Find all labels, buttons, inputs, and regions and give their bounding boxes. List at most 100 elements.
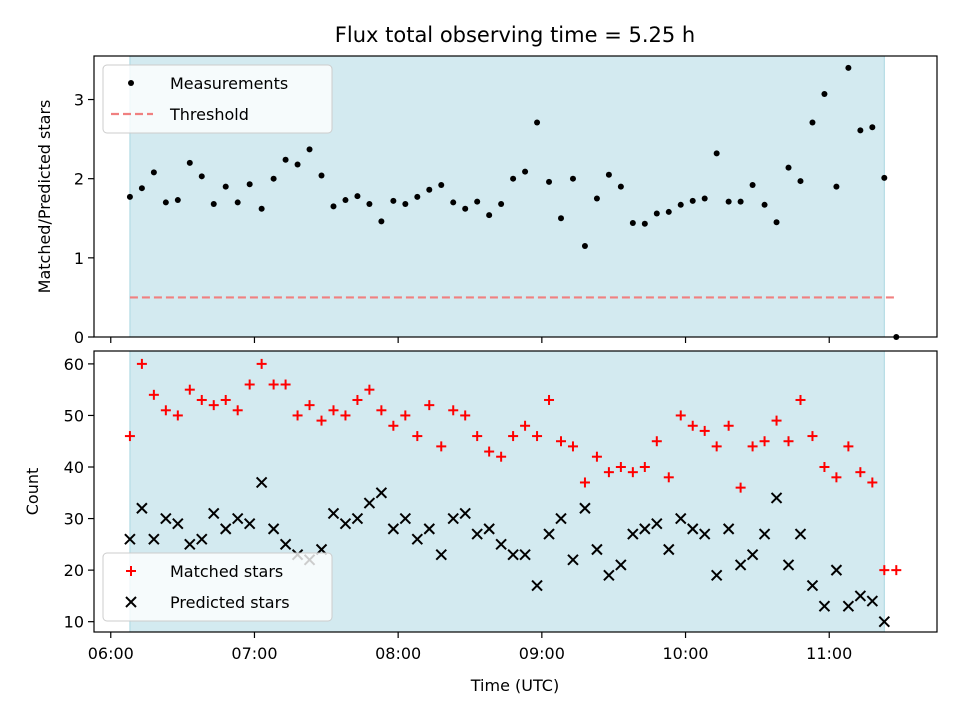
legend-label: Predicted stars — [170, 593, 290, 612]
predicted-star-point — [770, 492, 783, 504]
x-tick-label: 06:00 — [88, 644, 134, 663]
predicted-star-point — [423, 523, 435, 535]
x-b — [543, 528, 555, 540]
measurement-point — [869, 124, 876, 131]
measurement-point — [665, 208, 672, 215]
predicted-star-point — [591, 543, 603, 556]
predicted-star-point — [758, 528, 771, 540]
legend-box — [102, 64, 333, 134]
matched-star-point — [124, 431, 135, 442]
predicted-star-point — [519, 548, 531, 561]
x-b — [339, 518, 352, 530]
measurement-point — [426, 186, 433, 193]
matched-star-point — [280, 379, 291, 390]
measurement-point — [282, 156, 289, 163]
matched-star-point — [795, 394, 806, 405]
predicted-star-point — [327, 507, 340, 520]
x-tick-label: 09:00 — [519, 644, 565, 663]
measurement-point — [581, 242, 588, 249]
axes-frame — [93, 55, 938, 338]
x-b — [363, 497, 376, 509]
matched-star-point — [544, 394, 555, 405]
predicted-star-point — [531, 579, 543, 592]
matched-star-point — [891, 565, 902, 576]
matched-star-point — [699, 425, 710, 436]
y-tick-label: 50 — [64, 406, 84, 425]
matched-star-point — [819, 462, 830, 473]
matched-star-point — [424, 400, 435, 411]
matched-star-point — [843, 441, 854, 452]
predicted-star-point — [339, 518, 352, 530]
predicted-star-point — [148, 533, 160, 545]
matched-star-point — [879, 565, 890, 576]
matched-star-point — [400, 410, 411, 421]
measurement-point — [546, 178, 553, 185]
measurement-point — [737, 198, 744, 205]
x-b — [627, 528, 639, 540]
x-b — [148, 533, 160, 545]
matched-star-point — [687, 420, 698, 431]
measurement-point — [330, 203, 337, 210]
matched-star-point — [484, 446, 495, 457]
predicted-star-point — [710, 569, 723, 581]
x-b — [567, 554, 579, 566]
predicted-star-point — [459, 507, 471, 520]
measurement-point — [150, 169, 157, 176]
predicted-star-point — [543, 528, 555, 540]
predicted-star-point — [830, 564, 843, 576]
matched-star-point — [220, 394, 231, 405]
y-tick-label: 30 — [64, 510, 84, 529]
x-tick-label: 07:00 — [231, 644, 277, 663]
observing-span — [129, 350, 885, 633]
matched-star-point — [136, 358, 147, 369]
matched-star-point — [160, 405, 171, 416]
x-b — [435, 548, 447, 561]
matched-star-point — [352, 394, 363, 405]
matched-star-point — [759, 436, 770, 447]
matched-star-point — [747, 441, 758, 452]
y-tick-label: 20 — [64, 561, 84, 580]
predicted-star-point — [243, 518, 256, 530]
measurement-point — [234, 199, 241, 206]
matched-star-point — [831, 472, 842, 483]
measurement-point — [833, 183, 840, 190]
measurement-point — [558, 215, 565, 222]
matched-star-point — [388, 420, 399, 431]
x-b — [231, 512, 244, 525]
x-b — [267, 523, 280, 535]
x-b — [675, 512, 687, 525]
measurement-point — [222, 183, 229, 190]
x-tick-label: 10:00 — [662, 644, 708, 663]
predicted-star-point — [854, 590, 867, 602]
predicted-star-point — [255, 476, 268, 489]
y-tick-label: 2 — [74, 170, 84, 189]
matched-star-point — [304, 400, 315, 411]
predicted-star-point — [172, 518, 184, 530]
chart-title: Flux total observing time = 5.25 h — [335, 23, 695, 47]
measurement-point — [294, 161, 301, 168]
measurement-point — [725, 198, 732, 205]
predicted-star-point — [279, 538, 292, 551]
measurement-point — [534, 119, 541, 126]
x-b — [878, 615, 891, 628]
matched-star-point — [723, 420, 734, 431]
predicted-star-point — [579, 502, 591, 514]
matched-star-point — [268, 379, 279, 390]
legend-label: Threshold — [169, 105, 249, 124]
measurement-point — [210, 201, 217, 208]
measurement-point — [306, 146, 313, 153]
x-b — [136, 502, 148, 514]
matched-star-point — [532, 431, 543, 442]
predicted-star-point — [615, 559, 627, 571]
measurement-point — [593, 195, 600, 202]
matched-star-point — [603, 467, 614, 478]
x-b — [279, 538, 292, 551]
predicted-star-point — [196, 533, 208, 545]
predicted-star-point — [651, 518, 663, 530]
x-b — [663, 543, 675, 556]
x-b — [591, 543, 603, 556]
x-b — [794, 528, 807, 540]
measurement-point — [785, 164, 792, 171]
predicted-star-point — [675, 512, 687, 525]
